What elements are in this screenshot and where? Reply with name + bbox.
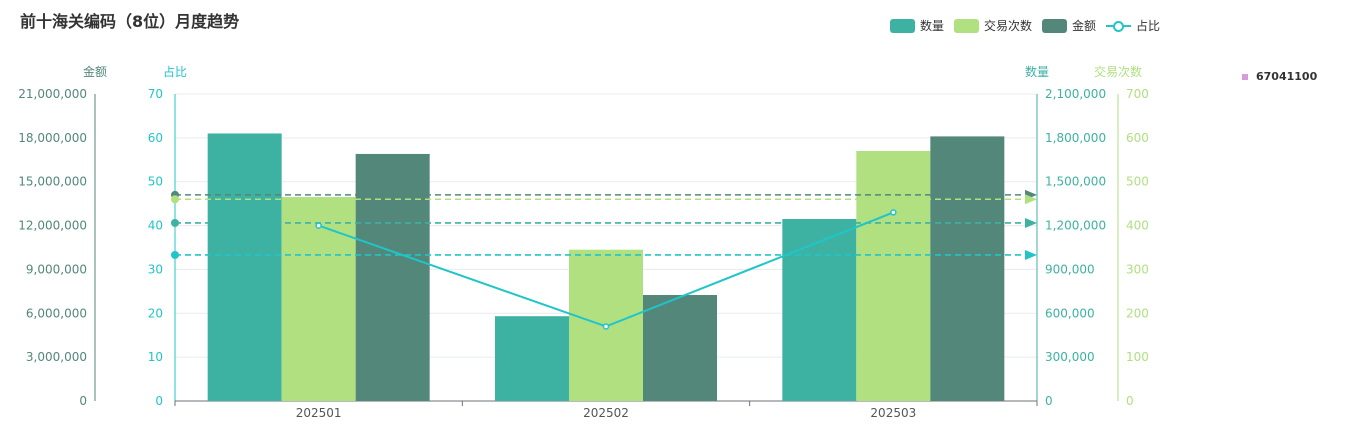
y-tick-label-quantity: 1,800,000 — [1045, 131, 1106, 145]
y-tick-label-ratio: 30 — [148, 262, 163, 276]
y-tick-label-amount: 3,000,000 — [26, 350, 87, 364]
legend-item-quantity[interactable]: 数量 — [890, 17, 944, 34]
mark-line-arrow-transactions — [1025, 194, 1037, 205]
y-tick-label-ratio: 20 — [148, 306, 163, 320]
y-tick-label-quantity: 2,100,000 — [1045, 87, 1106, 101]
y-tick-label-transactions: 700 — [1126, 87, 1149, 101]
y-tick-label-amount: 15,000,000 — [18, 175, 87, 189]
y-tick-label-quantity: 300,000 — [1045, 350, 1095, 364]
bar-transactions — [281, 197, 356, 401]
y-tick-label-ratio: 60 — [148, 131, 163, 145]
y-tick-label-ratio: 10 — [148, 350, 163, 364]
x-tick-label: 202501 — [296, 406, 342, 420]
legend-item-transactions[interactable]: 交易次数 — [954, 17, 1032, 34]
side-legend-label: 67041100 — [1256, 70, 1318, 83]
legend-swatch-amount — [1042, 18, 1068, 33]
y-tick-label-transactions: 200 — [1126, 306, 1149, 320]
side-legend-item[interactable]: 67041100 — [1242, 70, 1317, 83]
legend-label-ratio: 占比 — [1136, 19, 1161, 33]
y-axis-title-quantity: 数量 — [1025, 64, 1049, 79]
y-axis-title-ratio: 占比 — [163, 64, 187, 79]
mark-line-arrow-quantity — [1025, 217, 1037, 228]
chart-title: 前十海关编码（8位）月度趋势 — [20, 12, 240, 31]
legend-swatch-ratio — [1106, 19, 1132, 33]
y-tick-label-transactions: 500 — [1126, 175, 1149, 189]
line-point-ratio — [602, 323, 610, 330]
y-tick-label-ratio: 50 — [148, 175, 163, 189]
x-tick-label: 202502 — [583, 406, 629, 420]
mark-line-start-quantity — [171, 218, 179, 227]
y-tick-label-amount: 18,000,000 — [18, 131, 87, 145]
y-tick-label-quantity: 600,000 — [1045, 306, 1095, 320]
legend-item-ratio[interactable]: 占比 — [1106, 17, 1160, 34]
legend-swatch-quantity — [890, 18, 915, 33]
line-point-ratio — [890, 209, 897, 216]
y-tick-label-ratio: 0 — [155, 394, 163, 408]
y-tick-label-amount: 6,000,000 — [26, 306, 87, 320]
y-tick-label-transactions: 300 — [1126, 262, 1149, 276]
legend-item-amount[interactable]: 金额 — [1042, 17, 1096, 34]
y-tick-label-quantity: 0 — [1045, 394, 1053, 408]
y-tick-label-transactions: 0 — [1126, 394, 1134, 408]
side-legend-dot — [1242, 73, 1248, 80]
bar-quantity — [207, 133, 282, 401]
y-tick-label-transactions: 100 — [1126, 350, 1149, 364]
legend-label-quantity: 数量 — [920, 19, 945, 33]
y-tick-label-amount: 9,000,000 — [26, 262, 87, 276]
y-tick-label-quantity: 900,000 — [1045, 262, 1095, 276]
bar-amount — [930, 136, 1005, 401]
bar-quantity — [495, 316, 569, 401]
y-tick-label-amount: 0 — [79, 394, 87, 408]
legend-label-transactions: 交易次数 — [984, 19, 1033, 33]
mark-line-arrow-ratio — [1025, 249, 1037, 260]
y-tick-label-ratio: 40 — [148, 219, 163, 233]
y-tick-label-transactions: 400 — [1126, 219, 1149, 233]
legend-swatch-transactions — [954, 18, 980, 33]
chart-legend: 数量 交易次数 金额 占比 — [890, 17, 1160, 34]
y-tick-label-quantity: 1,200,000 — [1045, 219, 1106, 233]
y-tick-label-transactions: 600 — [1126, 131, 1149, 145]
y-tick-label-amount: 21,000,000 — [18, 87, 87, 101]
y-axis-title-transactions: 交易次数 — [1094, 64, 1142, 79]
y-tick-label-quantity: 1,500,000 — [1045, 175, 1106, 189]
bar-transactions — [856, 151, 931, 401]
bar-quantity — [782, 218, 857, 401]
legend-label-amount: 金额 — [1072, 19, 1097, 33]
mark-line-start-transactions — [171, 195, 179, 204]
y-tick-label-ratio: 70 — [148, 87, 163, 101]
mark-line-start-ratio — [171, 250, 179, 259]
bar-amount — [355, 153, 430, 401]
bar-amount — [643, 295, 717, 401]
y-axis-title-amount: 金额 — [83, 64, 107, 79]
line-point-ratio — [315, 222, 322, 229]
x-tick-label: 202503 — [870, 406, 916, 420]
y-tick-label-amount: 12,000,000 — [18, 219, 87, 233]
